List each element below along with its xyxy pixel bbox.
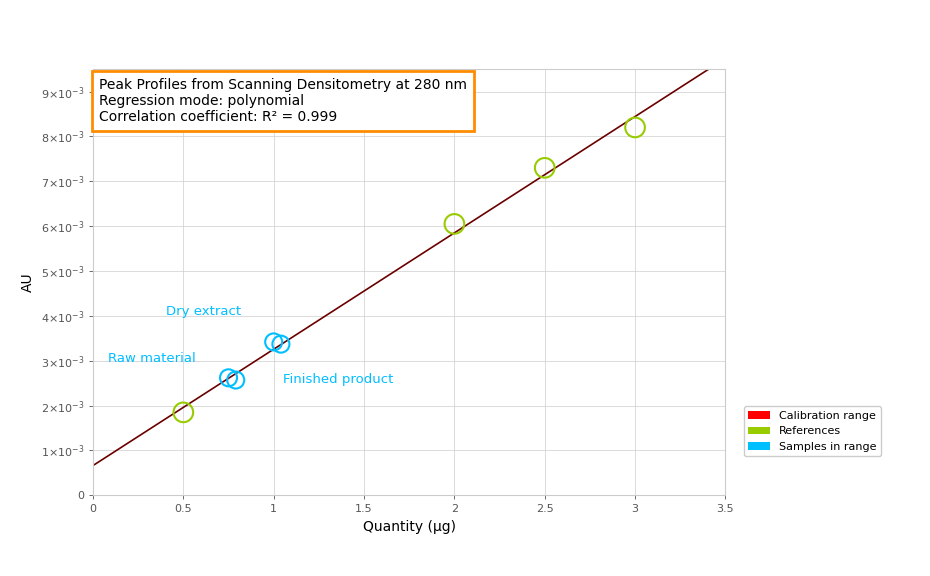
Text: Raw material: Raw material <box>108 353 196 365</box>
Point <box>221 373 236 382</box>
Text: Dry extract: Dry extract <box>166 305 241 318</box>
Point <box>447 219 462 229</box>
Point <box>176 408 191 417</box>
Point <box>266 338 281 347</box>
Text: Finished product: Finished product <box>283 373 393 386</box>
Point <box>538 163 552 172</box>
X-axis label: Quantity (µg): Quantity (µg) <box>363 520 456 534</box>
Text: Peak Profiles from Scanning Densitometry at 280 nm
Regression mode: polynomial
C: Peak Profiles from Scanning Densitometry… <box>100 78 467 124</box>
Point <box>628 123 643 132</box>
Point <box>273 339 288 348</box>
Point <box>228 376 243 385</box>
Y-axis label: AU: AU <box>21 272 35 292</box>
Legend: Calibration range, References, Samples in range: Calibration range, References, Samples i… <box>744 407 881 456</box>
